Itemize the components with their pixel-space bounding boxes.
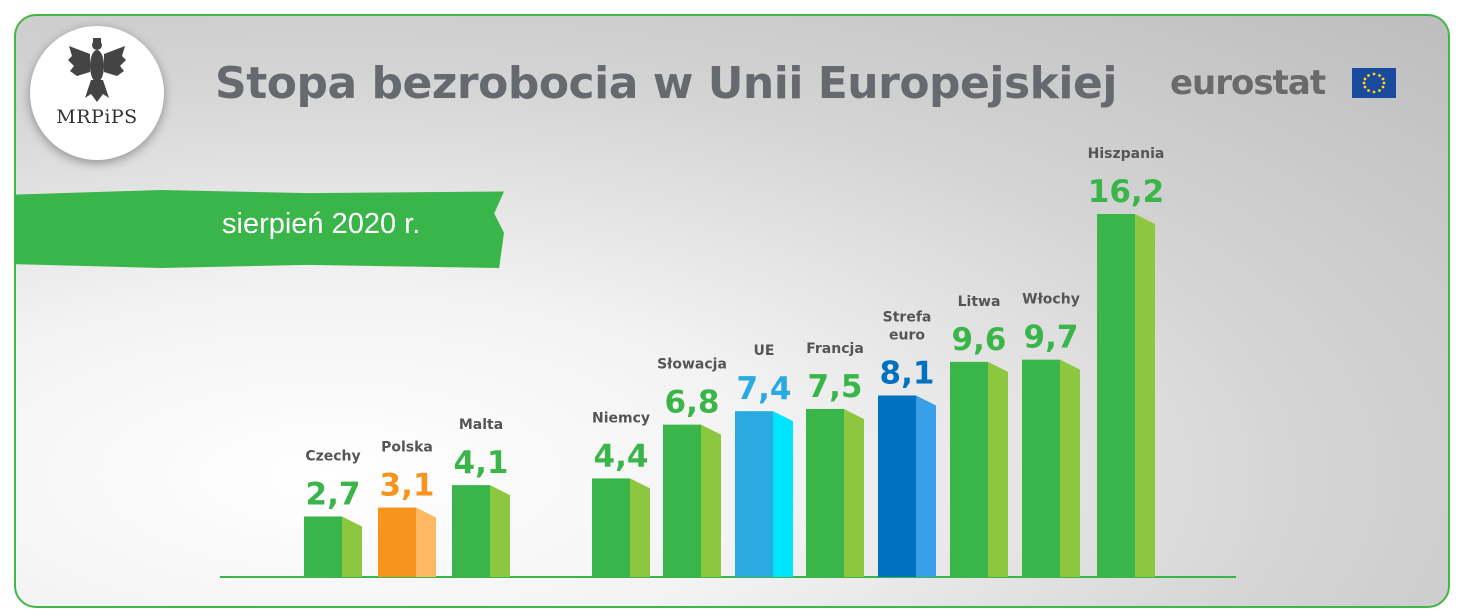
bar-6-category-label: Francja (806, 341, 864, 357)
bar-10-side (1135, 214, 1155, 577)
bar-3 (592, 478, 630, 577)
bar-8-side (988, 361, 1008, 577)
bar-7-value-label: 8,1 (880, 356, 935, 392)
bar-6-value-label: 7,5 (808, 369, 863, 405)
bar-4-value-label: 6,8 (665, 385, 720, 421)
bar-5-side (773, 411, 793, 577)
bar-2 (452, 485, 490, 577)
bar-10-value-label: 16,2 (1088, 174, 1165, 210)
bar-2-category-label: Malta (459, 417, 503, 433)
bar-2-value-label: 4,1 (454, 445, 509, 481)
date-label: sierpień 2020 r. (222, 208, 421, 240)
bar-6-side (844, 408, 864, 577)
bar-1-value-label: 3,1 (380, 468, 435, 504)
bar-10-category-label: Hiszpania (1088, 146, 1165, 162)
bar-9-value-label: 9,7 (1024, 320, 1079, 356)
bar-5 (735, 411, 773, 577)
bar-0-value-label: 2,7 (306, 477, 361, 513)
bar-10 (1097, 214, 1135, 577)
eu-flag-icon (1352, 68, 1396, 98)
bar-4 (663, 424, 701, 577)
bar-9-category-label: Włochy (1022, 292, 1080, 308)
chart-title: Stopa bezrobocia w Unii Europejskiej (215, 58, 1117, 109)
bar-3-side (630, 478, 650, 577)
bar-8-category-label: Litwa (958, 294, 1001, 310)
bar-9 (1022, 359, 1060, 577)
bar-1-category-label: Polska (381, 440, 433, 456)
bar-4-side (701, 424, 721, 577)
bar-6 (806, 408, 844, 577)
bar-3-category-label: Niemcy (592, 410, 650, 426)
infographic-frame (14, 14, 1450, 608)
bar-0-side (342, 516, 362, 577)
bar-2-side (490, 485, 510, 577)
bar-7-side (916, 395, 936, 577)
bar-3-value-label: 4,4 (594, 438, 649, 474)
bar-7-category-label: euro (889, 328, 925, 344)
bar-5-category-label: UE (754, 343, 775, 359)
bar-8 (950, 361, 988, 577)
bar-0-category-label: Czechy (305, 449, 360, 465)
bar-5-value-label: 7,4 (737, 371, 792, 407)
date-banner (14, 190, 504, 268)
bar-1 (378, 507, 416, 577)
bar-7 (878, 395, 916, 577)
bar-0 (304, 516, 342, 577)
bar-1-side (416, 507, 436, 577)
eurostat-logo: eurostat (1170, 63, 1326, 103)
logo-label: MRPiPS (56, 106, 138, 128)
eagle-emblem-icon (68, 38, 126, 102)
bar-8-value-label: 9,6 (952, 322, 1007, 358)
bar-4-category-label: Słowacja (657, 357, 727, 373)
ministry-logo: MRPiPS (30, 26, 164, 160)
bar-7-category-label: Strefa (883, 310, 932, 326)
bar-9-side (1060, 359, 1080, 577)
